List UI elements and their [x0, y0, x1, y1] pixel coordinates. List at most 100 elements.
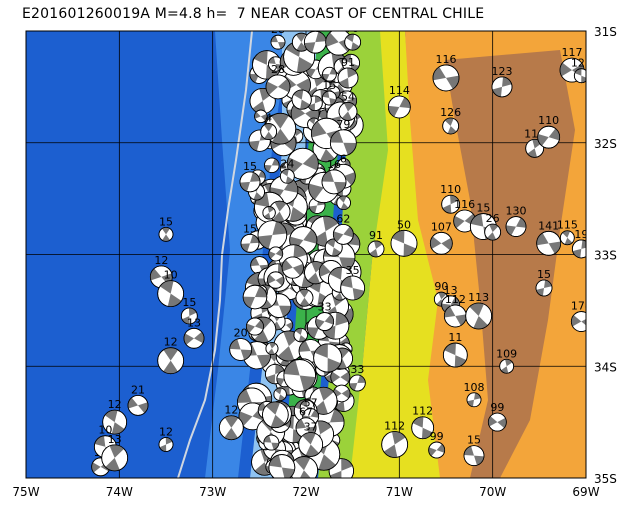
- event-depth-label: 113: [468, 291, 489, 304]
- map-frame: [25, 30, 587, 479]
- event-depth-label: 33: [350, 363, 364, 376]
- event-beachball: [505, 216, 527, 237]
- event-depth-label: 120: [571, 57, 592, 70]
- cluster-beachball: [293, 327, 308, 343]
- event-depth-label: 12: [159, 425, 173, 438]
- event-depth-label: 35: [346, 264, 360, 277]
- event-beachball: [535, 279, 553, 297]
- event-beachball: [429, 231, 453, 255]
- lon-tick-label: 75W: [12, 485, 39, 499]
- cluster-beachball: [263, 434, 280, 451]
- event-beachball: [411, 416, 435, 440]
- event-depth-label: 123: [492, 65, 513, 78]
- event-beachball: [573, 68, 586, 84]
- event-beachball: [484, 223, 502, 241]
- event-beachball: [218, 415, 244, 441]
- event-beachball: [337, 67, 359, 89]
- event-beachball: [344, 33, 362, 51]
- event-beachball: [381, 431, 409, 458]
- high-mountain-east: [555, 220, 586, 380]
- event-beachball: [559, 230, 575, 246]
- event-depth-label: 15: [537, 268, 551, 281]
- event-depth-label: 28: [271, 63, 285, 76]
- event-beachball: [432, 64, 460, 92]
- lon-tick-label: 74W: [106, 485, 133, 499]
- event-beachball: [443, 304, 467, 328]
- event-beachball: [102, 409, 128, 435]
- cluster-beachball: [264, 157, 280, 174]
- event-beachball: [158, 437, 174, 452]
- cluster-beachball: [262, 401, 289, 429]
- event-depth-label: 33: [318, 301, 332, 314]
- event-depth-label: 19: [574, 228, 588, 241]
- event-depth-label: 79: [346, 22, 360, 35]
- event-depth-label: 130: [506, 205, 527, 218]
- cluster-beachball: [330, 367, 351, 388]
- event-beachball: [367, 240, 385, 258]
- event-beachball: [487, 412, 507, 432]
- event-beachball: [390, 229, 418, 257]
- event-depth-label: 12: [108, 398, 122, 411]
- lon-tick-label: 71W: [386, 485, 413, 499]
- cluster-beachball: [313, 343, 343, 373]
- event-beachball: [537, 125, 561, 149]
- event-depth-label: 112: [445, 293, 466, 306]
- event-beachball: [338, 102, 358, 121]
- event-beachball: [442, 117, 460, 135]
- event-beachball: [332, 223, 354, 245]
- event-beachball: [441, 194, 461, 214]
- event-beachball: [265, 74, 291, 100]
- event-depth-label: 112: [384, 419, 405, 432]
- event-depth-label: 11: [448, 331, 462, 344]
- event-beachball: [340, 275, 366, 301]
- event-beachball: [321, 169, 347, 195]
- event-depth-label: 174: [571, 300, 592, 313]
- event-beachball: [428, 441, 446, 459]
- event-depth-label: 10: [164, 269, 178, 282]
- event-depth-label: 109: [496, 347, 517, 360]
- cluster-beachball: [242, 284, 268, 310]
- event-depth-label: 24: [280, 157, 294, 170]
- event-beachball: [466, 392, 482, 408]
- event-depth-label: 12: [154, 254, 168, 267]
- lon-tick-label: 69W: [572, 485, 599, 499]
- event-beachball: [183, 327, 205, 349]
- event-beachball: [329, 129, 357, 157]
- event-depth-label: 13: [108, 433, 122, 446]
- cluster-beachball: [265, 342, 279, 356]
- event-depth-label: 116: [436, 53, 457, 66]
- lon-tick-label: 73W: [199, 485, 226, 499]
- event-depth-label: 110: [440, 183, 461, 196]
- event-depth-label: 115: [557, 219, 578, 232]
- event-depth-label: 15: [182, 296, 196, 309]
- event-beachball: [536, 230, 562, 256]
- event-beachball: [101, 444, 129, 472]
- cluster-beachball: [257, 220, 288, 250]
- event-depth-label: 16: [327, 158, 341, 171]
- event-beachball: [315, 312, 335, 331]
- lat-tick-label: 35S: [594, 472, 617, 486]
- high-mountain: [445, 50, 575, 478]
- event-depth-label: 110: [538, 114, 559, 127]
- event-depth-label: 57: [304, 397, 318, 410]
- event-depth-label: 21: [131, 383, 145, 396]
- event-depth-label: 99: [490, 401, 504, 414]
- cluster-beachball: [336, 195, 351, 211]
- event-depth-label: 70: [332, 17, 346, 30]
- event-beachball: [229, 338, 253, 361]
- event-depth-label: 15: [467, 434, 481, 447]
- event-beachball: [442, 342, 468, 368]
- event-depth-label: 15: [476, 202, 490, 215]
- event-depth-label: 62: [336, 212, 350, 225]
- event-beachball: [157, 280, 185, 308]
- lat-tick-label: 34S: [594, 360, 617, 374]
- cluster-beachball: [267, 271, 285, 289]
- event-depth-label: 6: [340, 152, 347, 165]
- event-beachball: [158, 226, 174, 242]
- event-beachball: [463, 445, 485, 467]
- event-beachball: [239, 171, 261, 193]
- event-beachball: [570, 311, 586, 332]
- event-beachball: [465, 302, 493, 330]
- cluster-beachball: [295, 288, 314, 307]
